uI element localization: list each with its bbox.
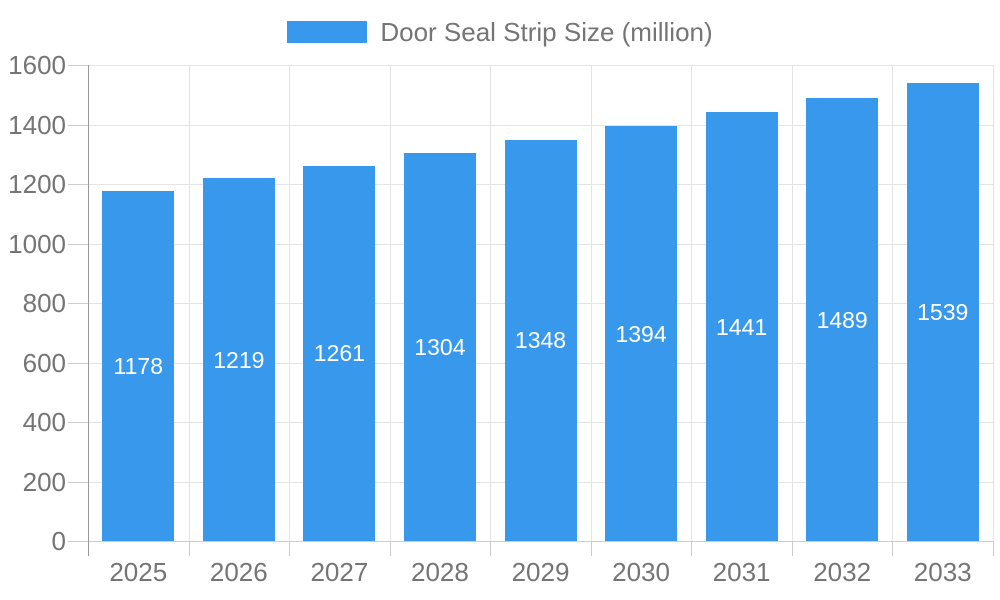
bar[interactable]	[303, 165, 376, 541]
legend-label: Door Seal Strip Size (million)	[380, 17, 713, 47]
bar[interactable]	[906, 83, 979, 541]
bar[interactable]	[102, 190, 175, 541]
y-axis-tick	[68, 481, 88, 483]
x-gridline	[590, 65, 592, 541]
x-axis-label: 2029	[511, 557, 570, 587]
x-gridline	[791, 65, 793, 541]
x-axis-label: 2030	[612, 557, 670, 587]
plot-area: 0 200 400 600 800 1000 1200 1400 1600 2025 2026 202…	[8, 50, 994, 587]
y-gridline	[88, 541, 993, 542]
bar-value-label: 1394	[615, 320, 667, 347]
x-gridline	[188, 65, 190, 541]
bar[interactable]	[504, 139, 577, 541]
y-gridline	[88, 65, 993, 66]
y-axis-label: 600	[22, 347, 66, 378]
x-axis-tick	[892, 541, 894, 556]
x-axis-tick	[188, 541, 190, 556]
y-gridline	[88, 124, 993, 126]
x-gridline	[490, 65, 492, 541]
bar-value-label: 1348	[514, 327, 567, 354]
x-axis-label: 2028	[411, 557, 469, 587]
y-axis-label: 1600	[8, 50, 66, 80]
y-axis-label: 200	[22, 466, 66, 497]
y-axis-label: 1200	[8, 169, 66, 199]
bar-value-label: 1304	[414, 334, 466, 361]
x-axis-tick	[490, 541, 492, 556]
y-axis-tick	[68, 184, 88, 185]
bar[interactable]	[202, 178, 275, 541]
x-axis-label: 2033	[913, 557, 972, 587]
x-axis-label: 2025	[109, 557, 168, 587]
bar[interactable]	[806, 98, 879, 541]
bar[interactable]	[605, 126, 678, 541]
x-gridline	[389, 65, 391, 541]
x-axis-tick	[289, 541, 291, 556]
bar-value-label: 1219	[213, 346, 265, 373]
y-axis-tick	[68, 303, 88, 304]
x-gridline	[289, 65, 291, 541]
y-axis-tick	[68, 65, 88, 66]
x-axis-tick	[389, 541, 391, 556]
y-axis-label: 1000	[8, 228, 66, 259]
y-axis-label: 1400	[8, 109, 66, 140]
x-axis-label: 2027	[310, 557, 369, 587]
x-axis-tick	[993, 541, 994, 556]
bar[interactable]	[705, 112, 778, 541]
y-axis-label: 0	[51, 526, 66, 556]
y-axis-label: 800	[22, 288, 66, 318]
x-axis-tick	[691, 541, 693, 556]
bar-value-label: 1261	[313, 340, 365, 367]
y-axis-tick	[68, 541, 88, 542]
x-gridline	[691, 65, 693, 541]
bar[interactable]	[403, 153, 476, 541]
x-axis-label: 2032	[813, 557, 872, 587]
x-axis-label: 2026	[209, 557, 268, 587]
y-axis-tick	[68, 243, 88, 245]
y-axis-tick	[68, 124, 88, 126]
x-axis-label: 2031	[712, 557, 771, 587]
y-axis-tick	[68, 362, 88, 364]
y-axis-line	[88, 65, 89, 556]
x-axis-tick	[791, 541, 793, 556]
bar-value-label: 1489	[816, 306, 868, 333]
y-axis-tick	[68, 422, 88, 423]
bar-value-label: 1539	[917, 299, 969, 326]
bar-value-label: 1178	[113, 352, 163, 379]
y-axis-label: 400	[22, 407, 66, 437]
bar-value-label: 1441	[716, 313, 768, 340]
x-axis-tick	[590, 541, 592, 556]
x-gridline	[993, 65, 994, 541]
x-gridline	[892, 65, 894, 541]
legend-swatch-icon	[287, 21, 368, 43]
legend[interactable]: Door Seal Strip Size (million)	[0, 17, 1000, 47]
